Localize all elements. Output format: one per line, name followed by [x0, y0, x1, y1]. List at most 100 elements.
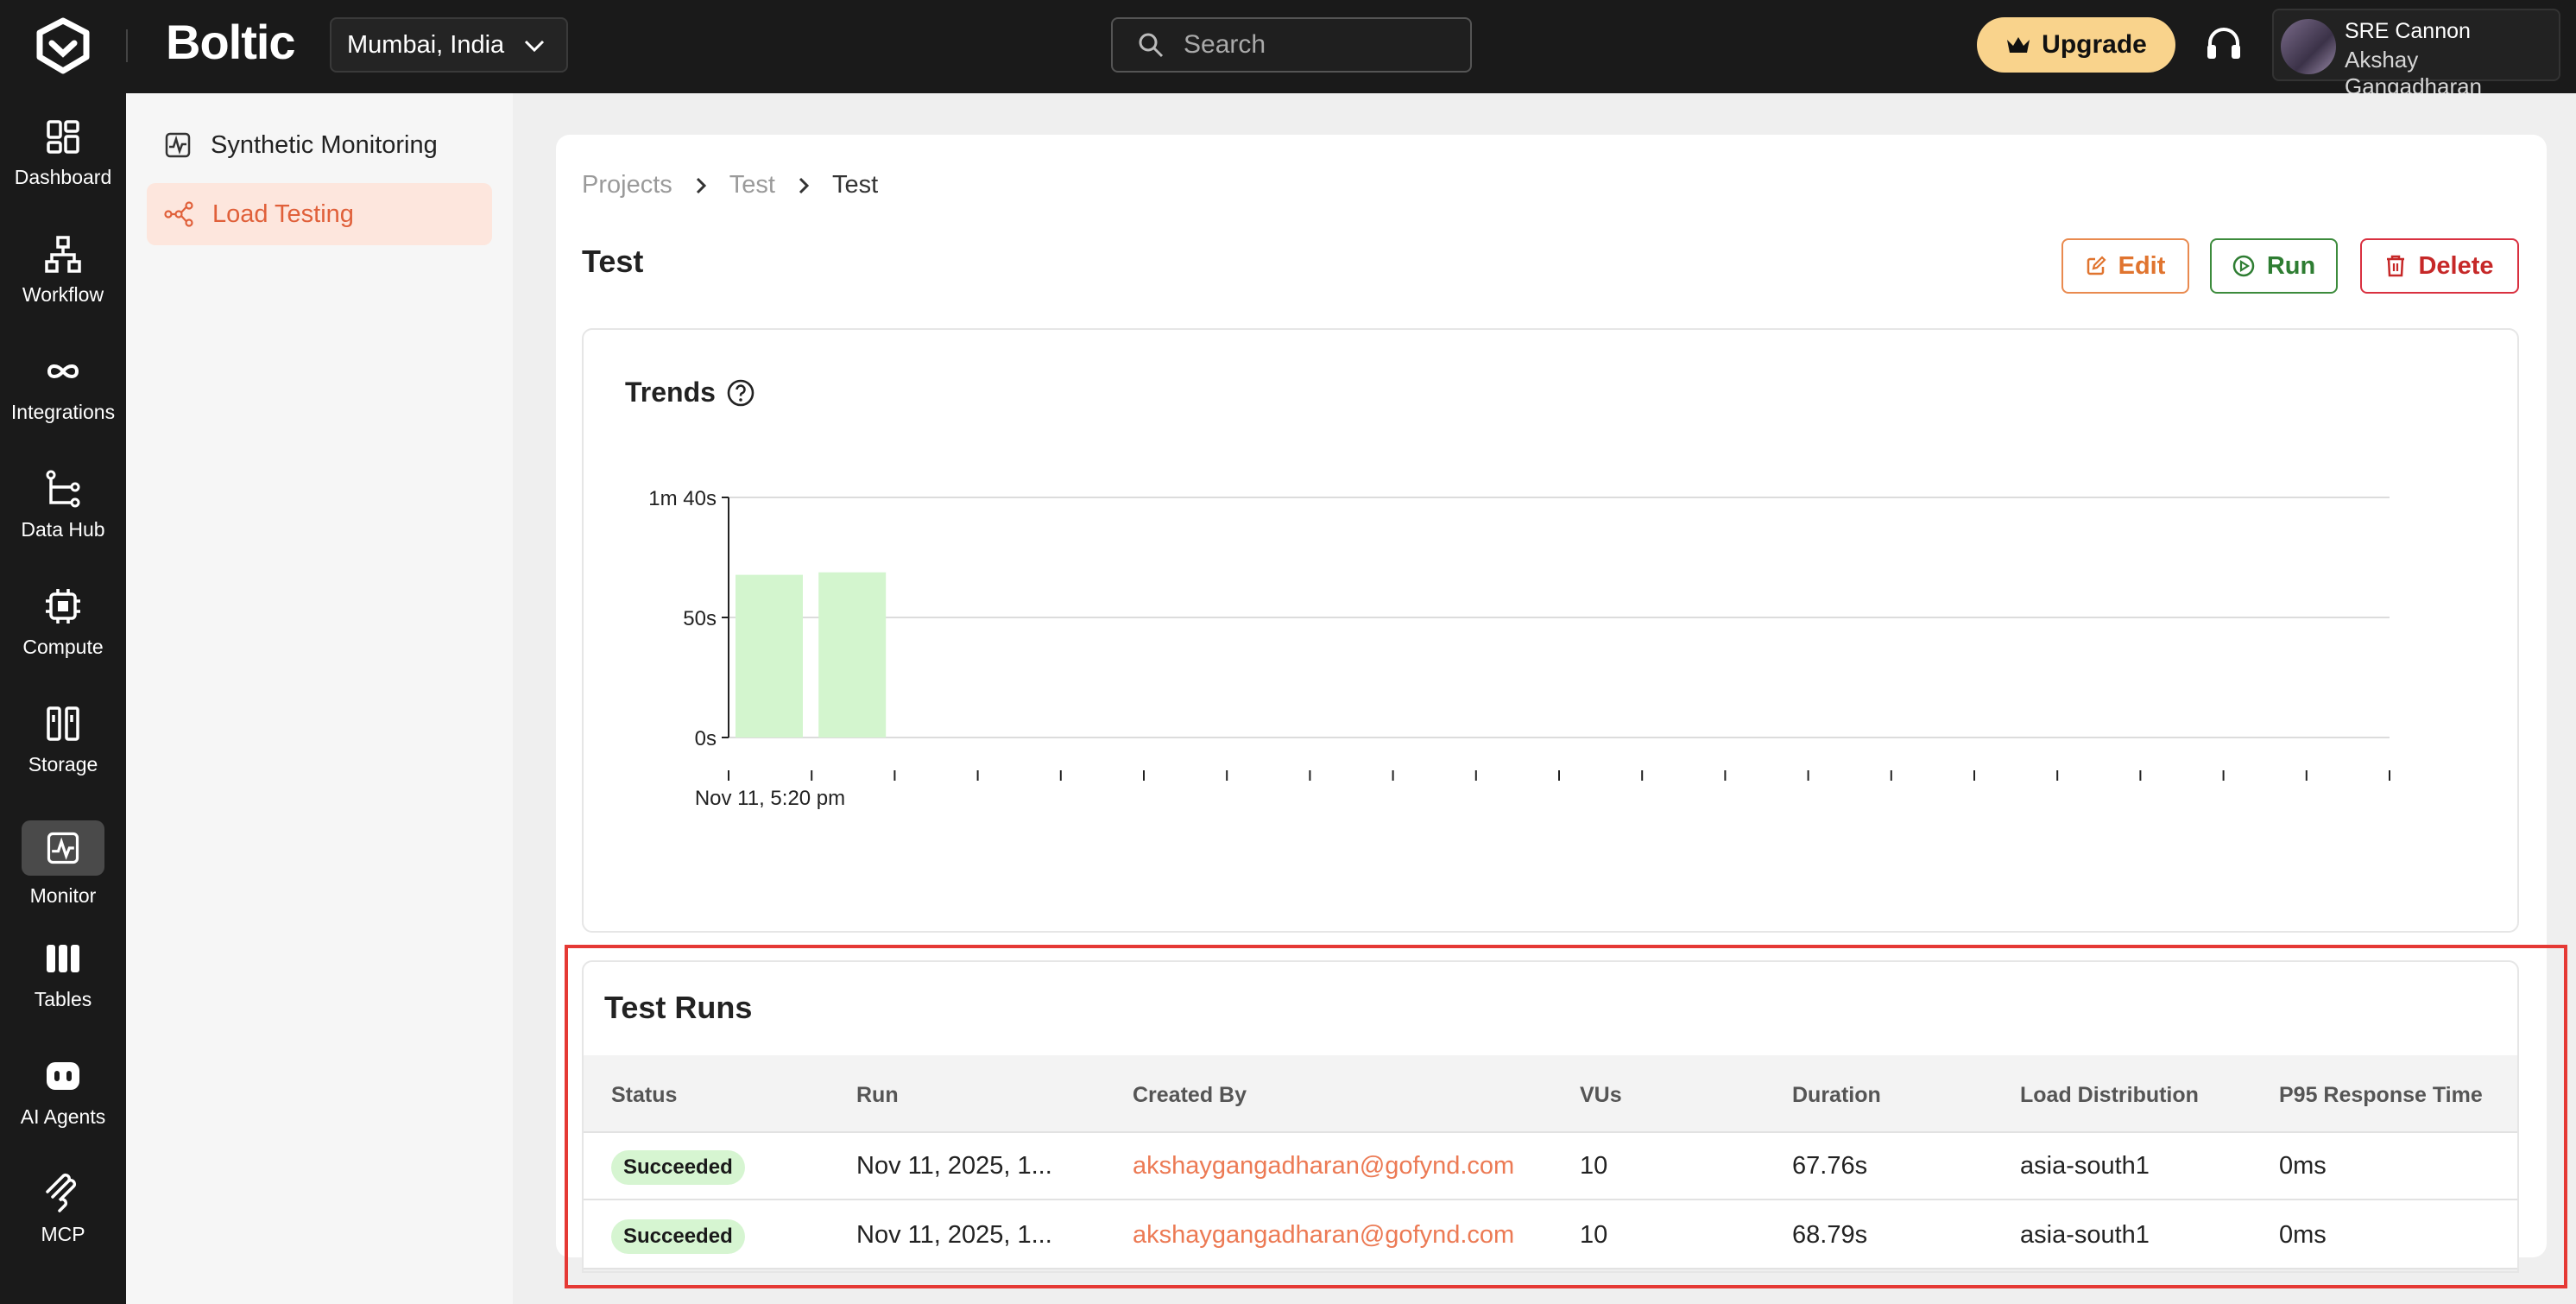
created-by-cell[interactable]: akshaygangadharan@gofynd.com: [1133, 1221, 1515, 1249]
duration-cell: 68.79s: [1792, 1221, 1868, 1249]
tables-icon: [47, 945, 79, 972]
duration-cell: 67.76s: [1792, 1152, 1868, 1180]
p95-cell: 0ms: [2279, 1152, 2327, 1180]
subnav-item-load-testing[interactable]: Load Testing: [147, 183, 492, 245]
column-header-created-by[interactable]: Created By: [1133, 1083, 1247, 1107]
top-bar: Boltic Mumbai, India Search Upgrade SRE …: [0, 0, 2576, 99]
rail-item-dashboard[interactable]: Dashboard: [0, 116, 126, 228]
compute-icon: [46, 589, 80, 624]
run-cell[interactable]: Nov 11, 2025, 1...: [856, 1152, 1052, 1180]
mcp-icon: [46, 1173, 77, 1212]
load-distribution-cell: asia-south1: [2020, 1152, 2150, 1180]
run-button[interactable]: Run: [2210, 238, 2338, 294]
search-input[interactable]: Search: [1111, 17, 1472, 73]
brand-name[interactable]: Boltic: [166, 15, 296, 69]
status-badge: Succeeded: [611, 1219, 745, 1254]
main-content: Projects Test Test Test Edit Run Delete …: [513, 93, 2576, 1304]
subnav-label-synthetic-monitoring: Synthetic Monitoring: [211, 130, 438, 159]
play-icon: [2232, 255, 2255, 277]
run-label: Run: [2266, 251, 2316, 280]
rail-active-indicator: [22, 820, 104, 876]
rail-label-dashboard: Dashboard: [14, 166, 112, 188]
rail-item-monitor[interactable]: Monitor: [0, 820, 126, 933]
headset-icon[interactable]: [2205, 24, 2243, 66]
delete-button[interactable]: Delete: [2360, 238, 2519, 294]
rail-item-storage[interactable]: Storage: [0, 703, 126, 815]
crown-icon: [2007, 37, 2030, 53]
y-tick-label: 50s: [683, 607, 717, 630]
help-icon[interactable]: [726, 378, 755, 408]
subnav-item-synthetic-monitoring[interactable]: Synthetic Monitoring: [147, 114, 492, 176]
trends-chart: 0s 50s 1m 40s Nov 11, 5:20 pm: [648, 487, 2390, 810]
left-rail: Dashboard Workflow Integrations Data Hub…: [0, 93, 126, 1304]
status-badge: Succeeded: [611, 1150, 745, 1185]
trends-title-text: Trends: [625, 377, 716, 408]
table-row[interactable]: Succeeded Nov 11, 2025, 1... akshayganga…: [584, 1133, 2517, 1200]
region-label: Mumbai, India: [347, 30, 505, 59]
subnav-label-load-testing: Load Testing: [212, 199, 354, 228]
test-runs-title: Test Runs: [604, 990, 753, 1025]
rail-label-integrations: Integrations: [10, 401, 116, 423]
rail-label-monitor: Monitor: [29, 884, 97, 907]
delete-label: Delete: [2418, 251, 2494, 280]
page-title: Test: [582, 244, 644, 279]
created-by-cell[interactable]: akshaygangadharan@gofynd.com: [1133, 1152, 1515, 1180]
user-menu[interactable]: SRE Cannon Akshay Gangadharan: [2272, 9, 2560, 99]
trash-icon: [2387, 255, 2405, 277]
rail-label-tables: Tables: [34, 988, 92, 1010]
edit-button[interactable]: Edit: [2061, 238, 2189, 294]
test-detail-card: Projects Test Test Test Edit Run Delete …: [556, 135, 2547, 1273]
top-divider: [126, 29, 128, 62]
trends-panel: Trends 0s 50s 1m 40s Nov 11, 5:20 pm: [582, 328, 2519, 933]
rail-item-integrations[interactable]: Integrations: [0, 351, 126, 463]
table-header: Status Run Created By VUs Duration Load …: [584, 1055, 2517, 1133]
column-header-run[interactable]: Run: [856, 1083, 899, 1107]
rail-item-tables[interactable]: Tables: [0, 938, 126, 1050]
trends-title: Trends: [625, 377, 755, 408]
column-header-vus[interactable]: VUs: [1580, 1083, 1622, 1107]
chart-bar: [736, 574, 803, 737]
breadcrumb-project[interactable]: Test: [729, 171, 775, 199]
edit-label: Edit: [2118, 251, 2166, 280]
run-cell[interactable]: Nov 11, 2025, 1...: [856, 1221, 1052, 1249]
rail-item-mcp[interactable]: MCP: [0, 1173, 126, 1285]
vus-cell: 10: [1580, 1152, 1608, 1180]
breadcrumb-current: Test: [831, 171, 879, 199]
search-icon: [1139, 33, 1164, 58]
test-runs-panel: Test Runs Status Run Created By VUs Dura…: [582, 960, 2519, 1273]
boltic-logo-icon[interactable]: [33, 17, 93, 74]
rail-item-workflow[interactable]: Workflow: [0, 233, 126, 345]
rail-label-data-hub: Data Hub: [21, 518, 105, 541]
region-selector[interactable]: Mumbai, India: [330, 17, 568, 73]
chevron-down-icon: [524, 40, 545, 53]
search-placeholder: Search: [1184, 30, 1266, 59]
p95-cell: 0ms: [2279, 1221, 2327, 1249]
breadcrumb-projects[interactable]: Projects: [582, 171, 672, 199]
column-header-load-distribution[interactable]: Load Distribution: [2020, 1083, 2199, 1107]
load-testing-icon: [164, 201, 193, 227]
rail-item-ai-agents[interactable]: AI Agents: [0, 1055, 126, 1168]
column-header-p95-response-time[interactable]: P95 Response Time: [2279, 1083, 2483, 1107]
user-name: Akshay Gangadharan: [2345, 47, 2483, 99]
chevron-right-icon: [696, 177, 706, 193]
edit-icon: [2087, 256, 2106, 275]
vus-cell: 10: [1580, 1221, 1608, 1249]
column-header-duration[interactable]: Duration: [1792, 1083, 1881, 1107]
rail-item-data-hub[interactable]: Data Hub: [0, 468, 126, 580]
table-row[interactable]: Succeeded Nov 11, 2025, 1... akshayganga…: [584, 1202, 2517, 1269]
rail-label-compute: Compute: [22, 636, 104, 658]
column-header-status[interactable]: Status: [611, 1083, 678, 1107]
chevron-right-icon: [799, 177, 810, 193]
avatar: [2281, 19, 2336, 74]
rail-label-workflow: Workflow: [22, 283, 104, 306]
monitor-icon: [47, 832, 79, 864]
y-tick-label: 0s: [695, 727, 717, 750]
dashboard-icon: [47, 120, 79, 154]
integrations-icon: [47, 364, 79, 378]
rail-item-compute[interactable]: Compute: [0, 586, 126, 698]
upgrade-button[interactable]: Upgrade: [1977, 17, 2175, 73]
storage-icon: [47, 706, 79, 741]
rail-label-storage: Storage: [28, 753, 98, 775]
ai-agents-icon: [47, 1062, 79, 1090]
load-distribution-cell: asia-south1: [2020, 1221, 2150, 1249]
